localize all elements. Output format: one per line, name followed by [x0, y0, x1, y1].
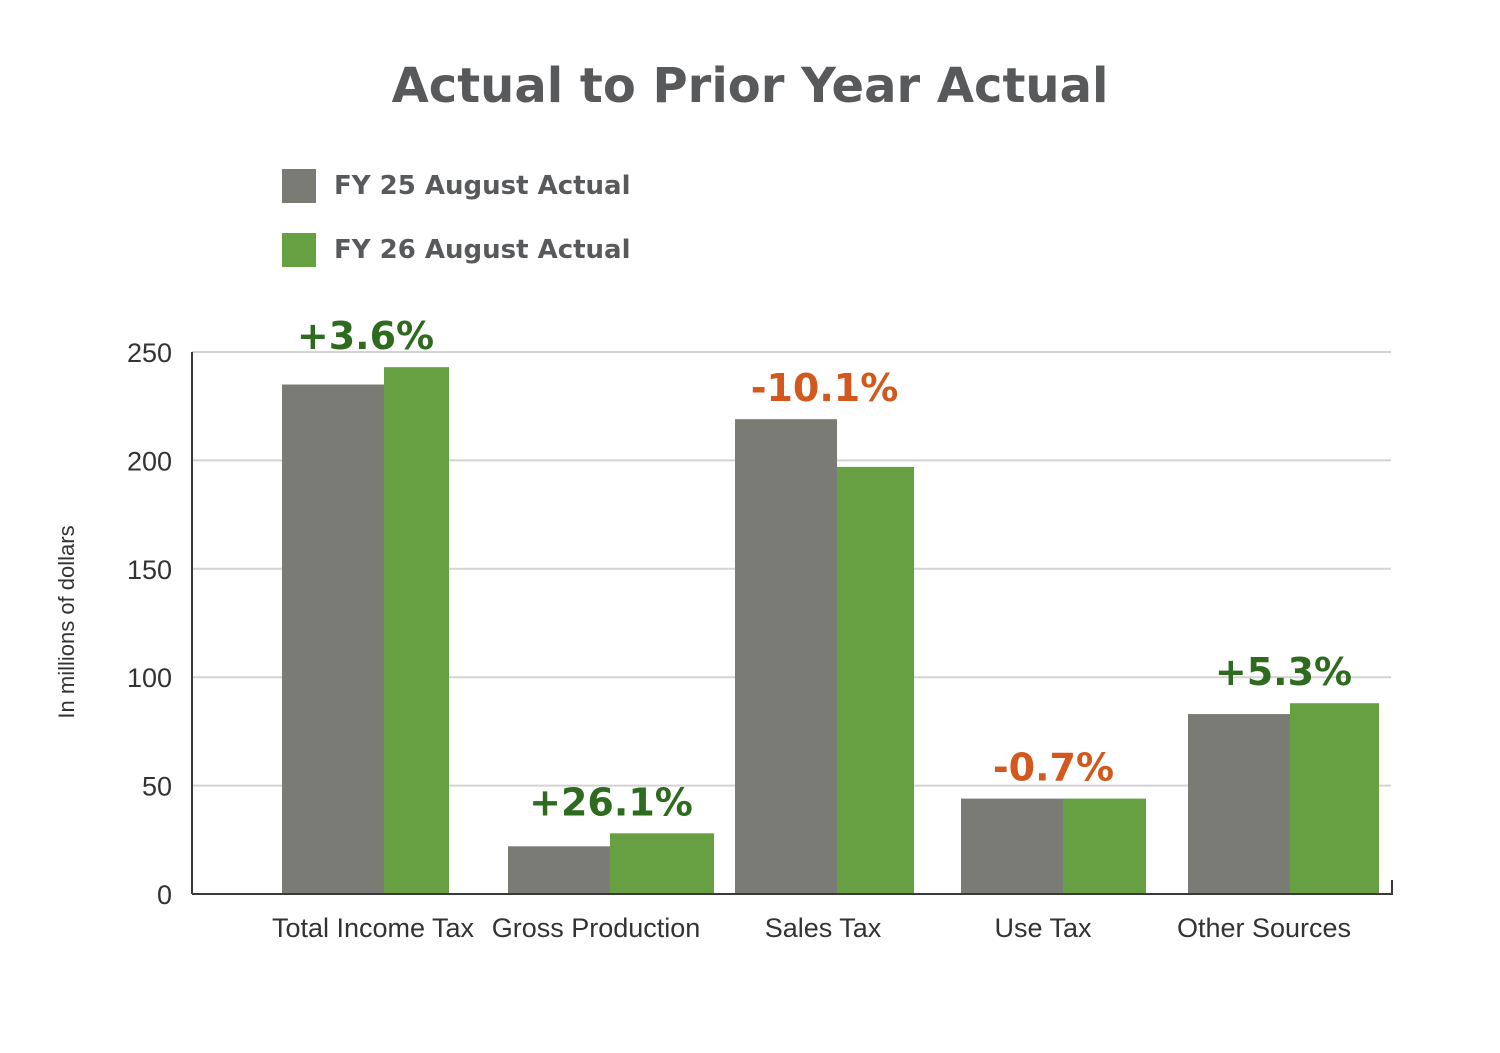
y-tick-label-250: 250: [127, 338, 172, 368]
bar-fy26-use-tax: [1063, 798, 1146, 894]
bar-fy26-gross-production: [610, 833, 714, 894]
y-tick-label-0: 0: [157, 880, 172, 910]
legend-item-fy25: FY 25 August Actual: [282, 169, 631, 203]
bar-fy26-other-sources: [1290, 703, 1379, 894]
bar-fy25-total-income-tax: [282, 384, 384, 894]
bar-fy25-use-tax: [961, 798, 1063, 894]
y-axis-title: In millions of dollars: [54, 525, 79, 718]
legend-item-fy26: FY 26 August Actual: [282, 233, 631, 267]
y-tick-label-200: 200: [127, 446, 172, 476]
x-category-label-other-sources: Other Sources: [1177, 913, 1351, 943]
x-category-label-total-income-tax: Total Income Tax: [272, 913, 475, 943]
change-label-other-sources: +5.3%: [1215, 650, 1352, 694]
change-label-use-tax: -0.7%: [993, 746, 1114, 790]
bar-fy25-gross-production: [508, 846, 610, 894]
change-label-total-income-tax: +3.6%: [297, 314, 434, 358]
bar-fy25-sales-tax: [735, 419, 837, 894]
x-category-label-use-tax: Use Tax: [994, 913, 1092, 943]
legend-swatch-fy26: [282, 233, 316, 267]
y-tick-label-100: 100: [127, 663, 172, 693]
legend-swatch-fy25: [282, 169, 316, 203]
legend-label-fy25: FY 25 August Actual: [334, 171, 631, 201]
change-label-gross-production: +26.1%: [529, 780, 693, 824]
bar-fy25-other-sources: [1188, 714, 1290, 894]
change-label-sales-tax: -10.1%: [751, 366, 899, 410]
y-tick-label-50: 50: [142, 772, 172, 802]
legend-label-fy26: FY 26 August Actual: [334, 235, 631, 265]
bar-fy26-total-income-tax: [384, 367, 449, 894]
chart-title: Actual to Prior Year Actual: [391, 58, 1109, 114]
x-category-label-sales-tax: Sales Tax: [765, 913, 882, 943]
x-category-label-gross-production: Gross Production: [492, 913, 701, 943]
bar-fy26-sales-tax: [837, 466, 914, 894]
y-tick-label-150: 150: [127, 555, 172, 585]
